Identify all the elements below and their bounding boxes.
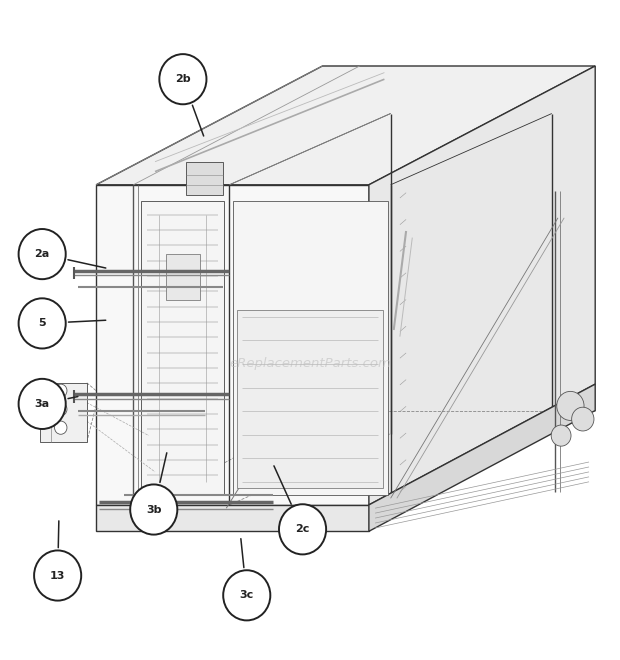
Polygon shape xyxy=(96,185,369,505)
Polygon shape xyxy=(141,201,224,495)
Circle shape xyxy=(55,403,67,416)
Polygon shape xyxy=(96,66,595,185)
Circle shape xyxy=(19,229,66,279)
Circle shape xyxy=(55,421,67,434)
Polygon shape xyxy=(96,505,369,531)
Circle shape xyxy=(55,384,67,397)
Circle shape xyxy=(551,425,571,446)
Text: 3c: 3c xyxy=(240,590,254,601)
Text: 2a: 2a xyxy=(35,249,50,259)
Polygon shape xyxy=(237,310,383,488)
Circle shape xyxy=(34,550,81,601)
Circle shape xyxy=(130,484,177,535)
Text: 13: 13 xyxy=(50,570,65,581)
Polygon shape xyxy=(369,384,595,531)
Circle shape xyxy=(279,504,326,554)
Polygon shape xyxy=(369,66,595,505)
Polygon shape xyxy=(166,254,200,300)
Circle shape xyxy=(19,298,66,348)
Circle shape xyxy=(572,407,594,431)
Polygon shape xyxy=(186,162,223,195)
Text: 2b: 2b xyxy=(175,74,191,84)
Text: 5: 5 xyxy=(38,318,46,329)
Polygon shape xyxy=(40,383,87,442)
Text: 3a: 3a xyxy=(35,399,50,409)
Text: eReplacementParts.com: eReplacementParts.com xyxy=(229,356,391,370)
Text: 2c: 2c xyxy=(295,524,310,535)
Text: 3b: 3b xyxy=(146,504,161,515)
Circle shape xyxy=(159,54,206,104)
Circle shape xyxy=(223,570,270,620)
Polygon shape xyxy=(232,201,388,495)
Circle shape xyxy=(19,379,66,429)
Circle shape xyxy=(557,391,584,420)
